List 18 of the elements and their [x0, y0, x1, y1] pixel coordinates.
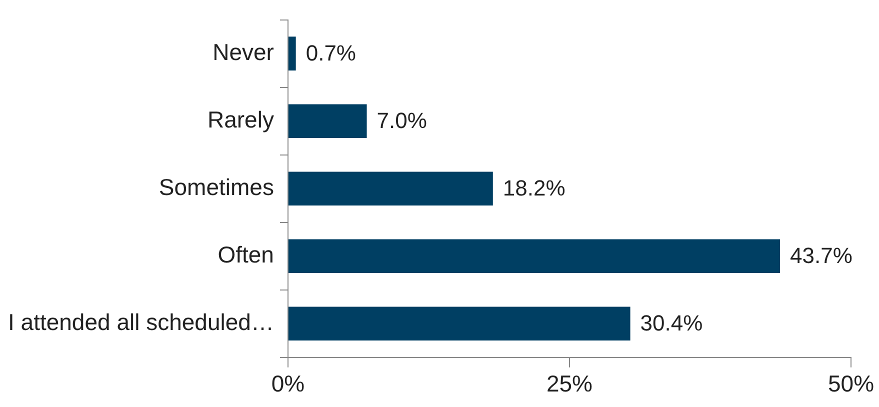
- data-label: 43.7%: [790, 243, 852, 268]
- data-label: 7.0%: [376, 108, 427, 134]
- bar: [288, 172, 493, 206]
- y-tick-label: Often: [218, 241, 274, 268]
- data-label: 0.7%: [306, 40, 356, 66]
- bar: [288, 104, 367, 138]
- bar: [288, 239, 780, 273]
- data-label: 30.4%: [640, 310, 703, 336]
- y-tick-label: Never: [212, 38, 274, 65]
- bar: [288, 306, 630, 341]
- bar: [288, 36, 296, 70]
- data-label: 18.2%: [502, 176, 566, 201]
- x-tick-label: 0%: [271, 370, 305, 397]
- y-tick-label: Sometimes: [158, 174, 274, 200]
- y-tick-label: I attended all scheduled…: [8, 308, 274, 335]
- y-tick-label: Rarely: [207, 106, 274, 132]
- x-tick-label: 50%: [828, 370, 874, 397]
- x-tick-label: 25%: [546, 370, 593, 397]
